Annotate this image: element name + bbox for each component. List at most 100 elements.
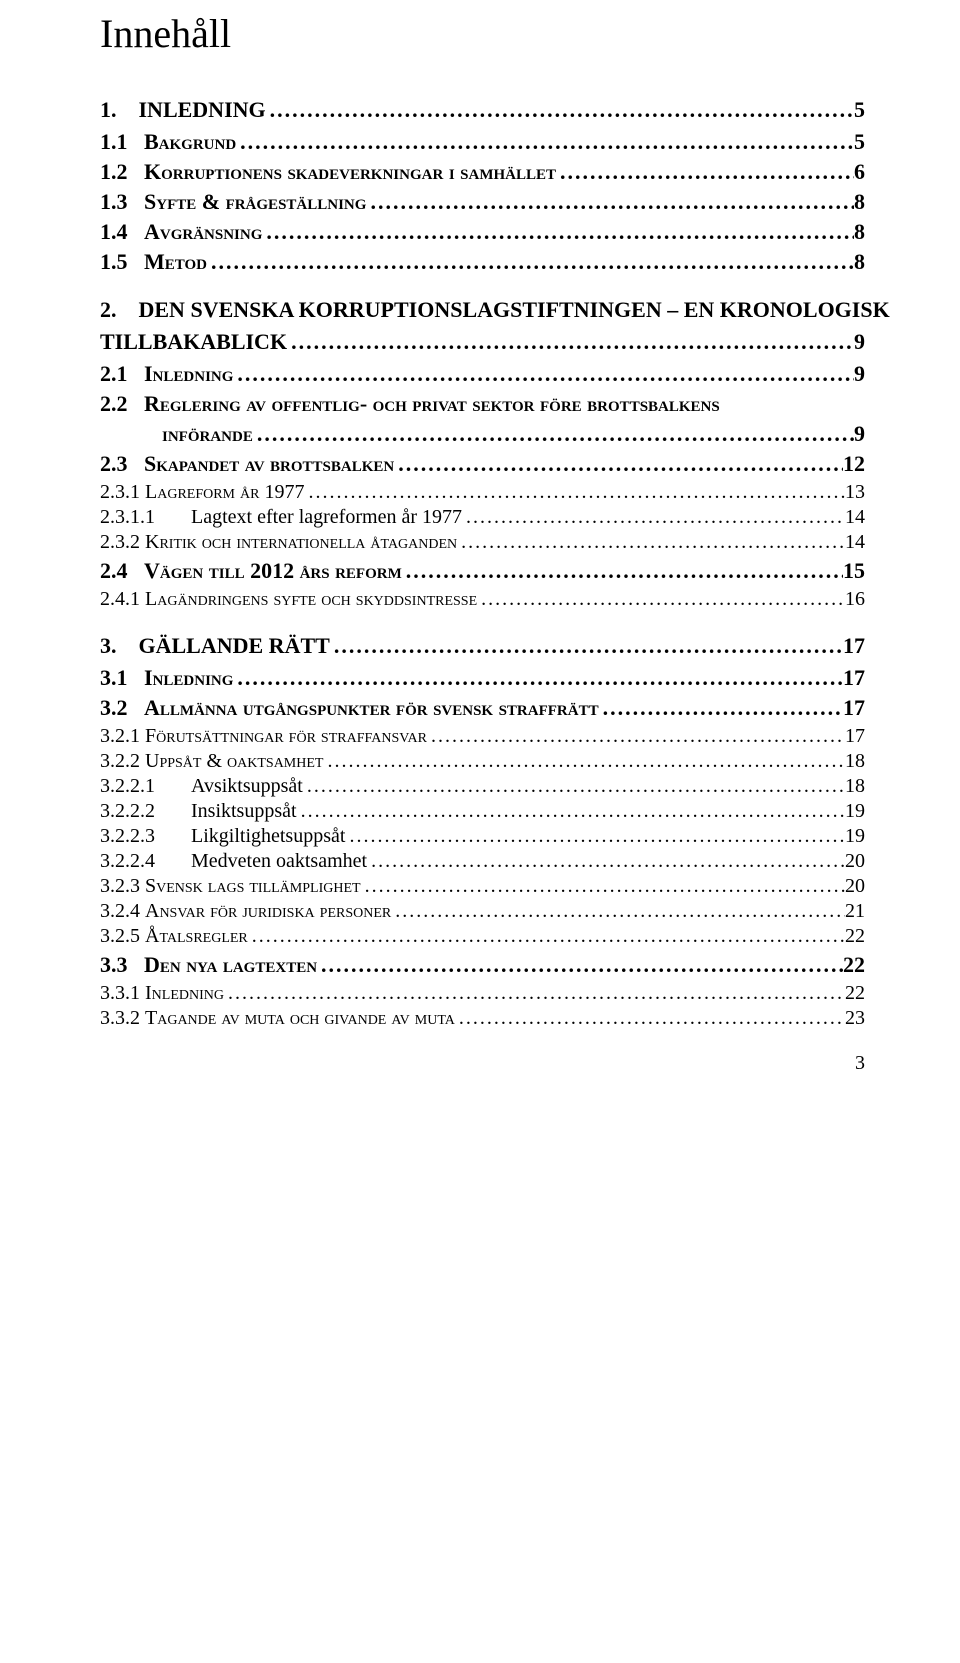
toc-entry-page: 22 [845,982,865,1005]
toc-entry-label: 3.3.2 Tagande av muta och givande av mut… [100,1007,455,1030]
toc-leader-dots [457,531,845,554]
page: Innehåll 1. INLEDNING51.1 Bakgrund51.2 K… [0,0,960,1115]
toc-entry[interactable]: 3.2.3 Svensk lags tillämplighet20 [100,875,865,898]
toc-entry-label: 3.2.4 Ansvar för juridiska personer [100,900,391,923]
toc-leader-dots [367,850,845,873]
toc-entry-page: 12 [843,451,865,477]
toc-entry[interactable]: 3.2 Allmänna utgångspunkter för svensk s… [100,695,865,721]
toc-entry-label: 3.2.1 Förutsättningar för straffansvar [100,725,427,748]
toc-entry[interactable]: 1. INLEDNING5 [100,97,865,123]
toc-leader-dots [477,588,845,611]
toc-entry[interactable]: 1.1 Bakgrund5 [100,129,865,155]
toc-entry-label: 1.5 Metod [100,249,207,275]
toc-entry[interactable]: 2.3.1 Lagreform år 197713 [100,481,865,504]
toc-entry[interactable]: 3. GÄLLANDE RÄTT 17 [100,633,865,659]
toc-entry[interactable]: 3.3.1 Inledning 22 [100,982,865,1005]
toc-entry-page: 8 [854,249,865,275]
toc-leader-dots [297,800,845,823]
toc-entry[interactable]: 3.1 Inledning17 [100,665,865,691]
toc-entry[interactable]: TILLBAKABLICK9 [100,329,865,355]
toc-entry-page: 17 [843,665,865,691]
toc-entry[interactable]: 3.2.2.3Likgiltighetsuppsåt19 [100,825,865,848]
toc-leader-dots [248,925,845,948]
toc-entry[interactable]: 1.2 Korruptionens skadeverkningar i samh… [100,159,865,185]
toc-leader-dots [599,695,843,721]
toc-leader-dots [323,750,845,773]
toc-entry[interactable]: 2.3.1.1Lagtext efter lagreformen år 1977… [100,506,865,529]
toc-entry[interactable]: 2.2 Reglering av offentlig- och privat s… [100,391,865,417]
toc-title: Innehåll [100,10,865,57]
toc-leader-dots [455,1007,845,1030]
toc-entry[interactable]: 2.4 Vägen till 2012 års reform 15 [100,558,865,584]
toc-entry[interactable]: 2.3 Skapandet av brottsbalken12 [100,451,865,477]
toc-entry-label: 3.2 Allmänna utgångspunkter för svensk s… [100,695,599,721]
toc-entry-page: 20 [845,875,865,898]
toc-entry-label: 3.3.1 Inledning [100,982,224,1005]
toc-entry-page: 19 [845,825,865,848]
toc-list: 1. INLEDNING51.1 Bakgrund51.2 Korruption… [100,97,865,1030]
toc-entry[interactable]: införande 9 [100,421,865,447]
toc-entry-label: 3. GÄLLANDE RÄTT [100,633,330,659]
toc-entry[interactable]: 1.3 Syfte & frågeställning 8 [100,189,865,215]
toc-entry[interactable]: 3.2.1 Förutsättningar för straffansvar17 [100,725,865,748]
toc-entry[interactable]: 3.3 Den nya lagtexten22 [100,952,865,978]
toc-entry-label: 1.3 Syfte & frågeställning [100,189,366,215]
toc-leader-dots [427,725,845,748]
toc-entry-label: 3.2.2 Uppsåt & oaktsamhet [100,750,323,773]
toc-entry-page: 8 [854,189,865,215]
toc-entry-label: 3.3 Den nya lagtexten [100,952,317,978]
toc-entry-page: 20 [845,850,865,873]
toc-entry-label: 2.4 Vägen till 2012 års reform [100,558,402,584]
toc-entry-label: 2.4.1 Lagändringens syfte och skyddsintr… [100,588,477,611]
toc-entry-page: 17 [843,633,865,659]
toc-entry-label: 1. INLEDNING [100,97,266,123]
toc-entry-label: 1.2 Korruptionens skadeverkningar i samh… [100,159,556,185]
toc-entry-label: 2.3.1 Lagreform år 1977 [100,481,304,504]
toc-entry-page: 22 [845,925,865,948]
toc-entry[interactable]: 3.2.4 Ansvar för juridiska personer 21 [100,900,865,923]
toc-entry[interactable]: 1.5 Metod 8 [100,249,865,275]
toc-entry[interactable]: 3.2.2 Uppsåt & oaktsamhet18 [100,750,865,773]
toc-entry-page: 8 [854,219,865,245]
toc-leader-dots [287,329,854,355]
toc-entry[interactable]: 2. DEN SVENSKA KORRUPTIONSLAGSTIFTNINGEN… [100,297,865,323]
toc-entry[interactable]: 1.4 Avgränsning 8 [100,219,865,245]
toc-entry-page: 23 [845,1007,865,1030]
toc-entry-label: 3.2.5 Åtalsregler [100,925,248,948]
toc-leader-dots [304,481,845,504]
toc-entry[interactable]: 3.2.2.1Avsiktsuppsåt18 [100,775,865,798]
toc-leader-dots [462,506,845,529]
toc-entry-page: 18 [845,775,865,798]
toc-entry-label: 2.3.1.1Lagtext efter lagreformen år 1977 [100,506,462,529]
toc-entry-label: 2.1 Inledning [100,361,233,387]
toc-leader-dots [266,97,854,123]
toc-entry[interactable]: 3.2.2.4Medveten oaktsamhet20 [100,850,865,873]
toc-leader-dots [345,825,845,848]
toc-entry-page: 14 [845,506,865,529]
toc-leader-dots [317,952,843,978]
toc-entry[interactable]: 3.3.2 Tagande av muta och givande av mut… [100,1007,865,1030]
toc-entry[interactable]: 2.3.2 Kritik och internationella åtagand… [100,531,865,554]
toc-entry-label: 1.4 Avgränsning [100,219,262,245]
toc-entry-page: 15 [843,558,865,584]
toc-entry-page: 6 [854,159,865,185]
toc-entry[interactable]: 2.1 Inledning9 [100,361,865,387]
toc-entry-page: 19 [845,800,865,823]
toc-entry-label: TILLBAKABLICK [100,329,287,355]
toc-leader-dots [402,558,843,584]
toc-entry-page: 16 [845,588,865,611]
toc-entry-page: 5 [854,129,865,155]
toc-entry-page: 14 [845,531,865,554]
toc-leader-dots [262,219,854,245]
toc-leader-dots [394,451,843,477]
toc-entry[interactable]: 3.2.2.2Insiktsuppsåt19 [100,800,865,823]
toc-entry[interactable]: 2.4.1 Lagändringens syfte och skyddsintr… [100,588,865,611]
toc-leader-dots [330,633,843,659]
toc-leader-dots [224,982,845,1005]
toc-entry-label: införande [162,421,253,447]
toc-entry-page: 21 [845,900,865,923]
toc-entry-page: 9 [854,421,865,447]
toc-leader-dots [207,249,854,275]
toc-leader-dots [303,775,845,798]
toc-entry[interactable]: 3.2.5 Åtalsregler 22 [100,925,865,948]
